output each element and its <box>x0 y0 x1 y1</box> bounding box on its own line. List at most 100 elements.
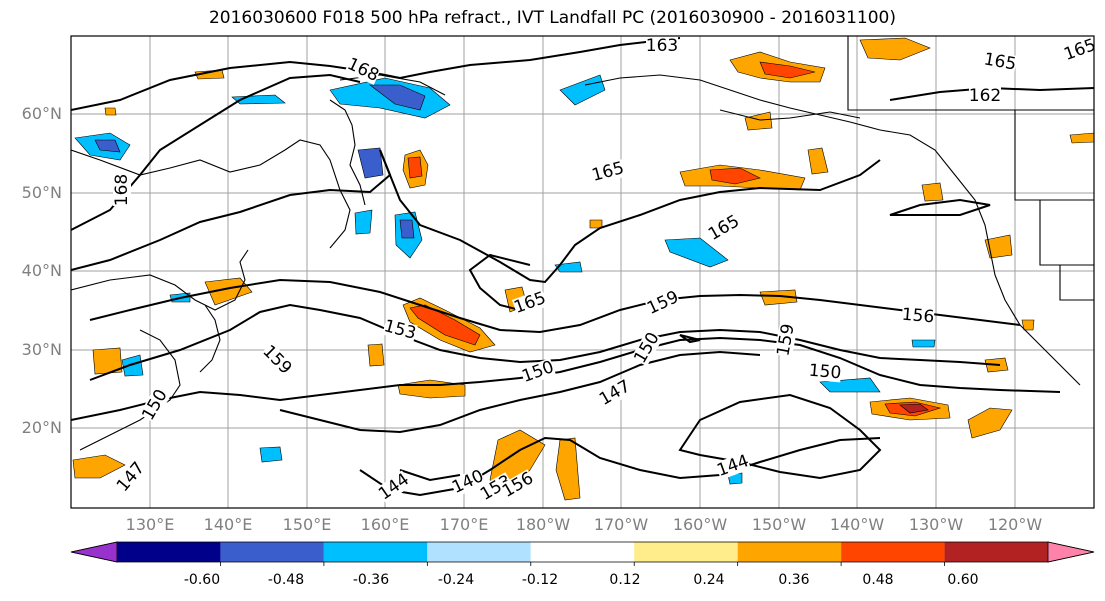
lon-label-120w: 120°W <box>987 515 1043 534</box>
lon-label-150w: 150°W <box>751 515 807 534</box>
colorbar-extend-max <box>1047 541 1095 563</box>
colorbar-tick-label: -0.12 <box>521 572 559 588</box>
anomaly-patch <box>899 403 929 414</box>
anomaly-patch <box>664 237 729 268</box>
colorbar-segment <box>220 542 324 562</box>
contour-label-background <box>382 317 418 343</box>
anomaly-patch <box>367 343 385 367</box>
contour-label-background <box>590 159 626 185</box>
contour-label-background <box>113 458 149 496</box>
lon-label-150e: 150°E <box>282 515 332 534</box>
anomaly-patch <box>744 111 773 131</box>
colorbar-tick-label: -0.48 <box>267 572 305 588</box>
lon-label-140w: 140°W <box>829 515 885 534</box>
plot-border <box>70 35 1095 509</box>
anomaly-patch <box>94 139 121 153</box>
contour-label-background <box>139 386 171 424</box>
anomaly-patch <box>709 167 761 185</box>
contour-label-background <box>901 305 935 327</box>
contour-label: 163 <box>646 36 678 56</box>
anomaly-patch <box>1021 319 1035 331</box>
anomaly-patch <box>807 147 829 175</box>
contour-label-background <box>511 289 549 317</box>
lon-label-170w: 170°W <box>593 515 649 534</box>
anomaly-patch <box>759 289 798 306</box>
filled-anomalies <box>72 37 1094 501</box>
anomaly-patch <box>984 234 1013 259</box>
contour-label-background <box>477 472 515 504</box>
contour-label-background <box>499 469 537 501</box>
contour-label-background <box>596 377 634 409</box>
contour-label: 156 <box>901 305 935 328</box>
contour-label-background <box>774 322 798 358</box>
anomaly-patch <box>354 209 373 235</box>
plot-area <box>71 36 1094 508</box>
anomaly-patch <box>1069 132 1094 144</box>
anomaly-patch <box>92 347 123 375</box>
contour-label-background <box>631 329 663 367</box>
lat-label-60n: 60°N <box>21 104 62 123</box>
contour-label-background <box>714 452 752 480</box>
anomaly-patch <box>369 84 426 111</box>
contour-label-background <box>644 288 682 318</box>
anomaly-patch <box>204 277 253 306</box>
colorbar-tick-label: -0.36 <box>352 572 390 588</box>
lon-label-140e: 140°E <box>203 515 253 534</box>
colorbar-tick-label: 0.12 <box>609 572 641 588</box>
contour-label-background <box>808 361 842 383</box>
contour-label: 162 <box>969 86 1001 106</box>
graticule <box>71 36 1094 508</box>
contour-label-background <box>646 37 678 55</box>
anomaly-patch <box>859 37 931 61</box>
contour-label-background <box>449 467 487 497</box>
colorbar-tick-label: 0.48 <box>862 572 894 588</box>
contour-label-background <box>113 174 131 206</box>
anomaly-patch <box>121 354 144 377</box>
colorbar-tick-label: -0.24 <box>437 572 475 588</box>
colorbar <box>70 541 1095 566</box>
colorbar-extend-min <box>70 541 118 563</box>
contour-label-background <box>259 342 295 378</box>
contour-label-background <box>969 87 1001 105</box>
contour-label-background <box>519 358 557 386</box>
lon-label-130e: 130°E <box>125 515 175 534</box>
anomaly-patch <box>967 407 1013 439</box>
contour-label-background <box>344 55 382 85</box>
colorbar-segment <box>737 542 842 562</box>
colorbar-tick-label: 0.24 <box>693 572 725 588</box>
anomaly-patch <box>259 446 283 463</box>
colorbar-tick-label: 0.60 <box>947 572 979 588</box>
contour-label-background <box>1061 36 1099 64</box>
anomaly-patch <box>559 74 606 106</box>
lat-label-50n: 50°N <box>21 183 62 202</box>
lat-label-40n: 40°N <box>21 261 62 280</box>
colorbar-segment <box>634 542 738 562</box>
colorbar-segment <box>323 542 428 562</box>
colorbar-tick-label: -0.60 <box>183 572 221 588</box>
contour-label-background <box>982 50 1018 74</box>
colorbar-segment <box>427 542 531 562</box>
anomaly-patch <box>759 61 816 79</box>
anomaly-patch <box>357 147 384 179</box>
map-title: 2016030600 F018 500 hPa refract., IVT La… <box>208 8 896 28</box>
anomaly-patch <box>921 182 944 202</box>
lon-label-130w: 130°W <box>908 515 964 534</box>
lat-label-30n: 30°N <box>21 340 62 359</box>
lon-label-180w: 180°W <box>515 515 571 534</box>
colorbar-segment <box>841 542 945 562</box>
anomaly-patch <box>104 107 117 116</box>
anomaly-patch <box>72 454 126 479</box>
colorbar-outline <box>70 541 1095 563</box>
colorbar-segment <box>944 542 1048 562</box>
contour-label: 150 <box>808 361 842 384</box>
colorbar-tick-label: 0.36 <box>778 572 810 588</box>
contour-label-background <box>705 212 743 244</box>
anomaly-patch <box>911 339 936 348</box>
colorbar-segment <box>117 542 221 562</box>
lon-label-170e: 170°E <box>439 515 489 534</box>
lon-label-160e: 160°E <box>360 515 410 534</box>
contour-label: 168 <box>112 174 132 206</box>
anomaly-patch <box>555 437 581 501</box>
